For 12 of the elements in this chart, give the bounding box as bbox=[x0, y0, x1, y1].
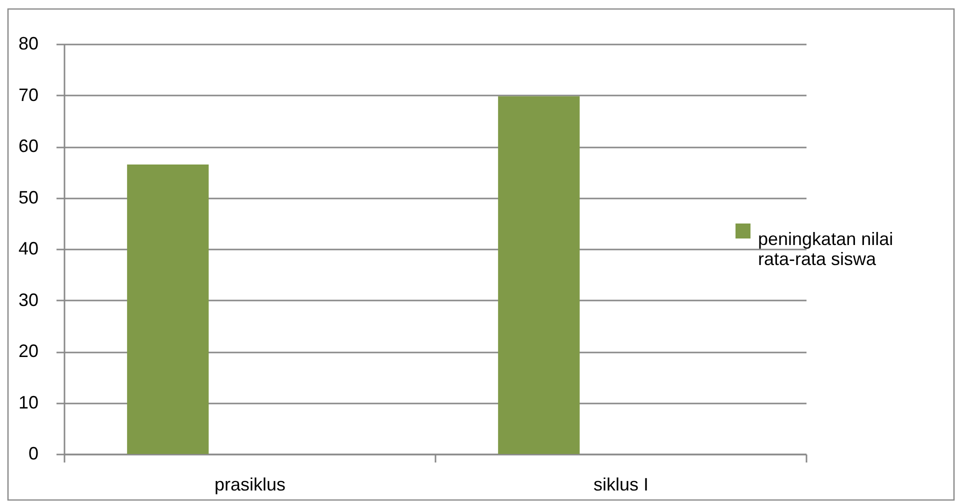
y-tick-label: 10 bbox=[18, 392, 38, 412]
y-tick-label: 0 bbox=[28, 444, 38, 464]
y-tick-label: 70 bbox=[18, 84, 38, 105]
y-tick-label: 80 bbox=[18, 34, 38, 54]
x-tick-label: siklus I bbox=[593, 474, 649, 494]
legend-label: peningkatan nilai rata-rata siswa bbox=[758, 229, 894, 269]
y-tick-label: 40 bbox=[18, 238, 38, 258]
y-tick-label: 30 bbox=[18, 290, 38, 310]
y-tick-label: 50 bbox=[18, 187, 38, 208]
y-tick-label: 20 bbox=[18, 341, 38, 361]
x-tick-label: prasiklus bbox=[214, 474, 286, 494]
y-tick-label: 60 bbox=[18, 136, 38, 156]
